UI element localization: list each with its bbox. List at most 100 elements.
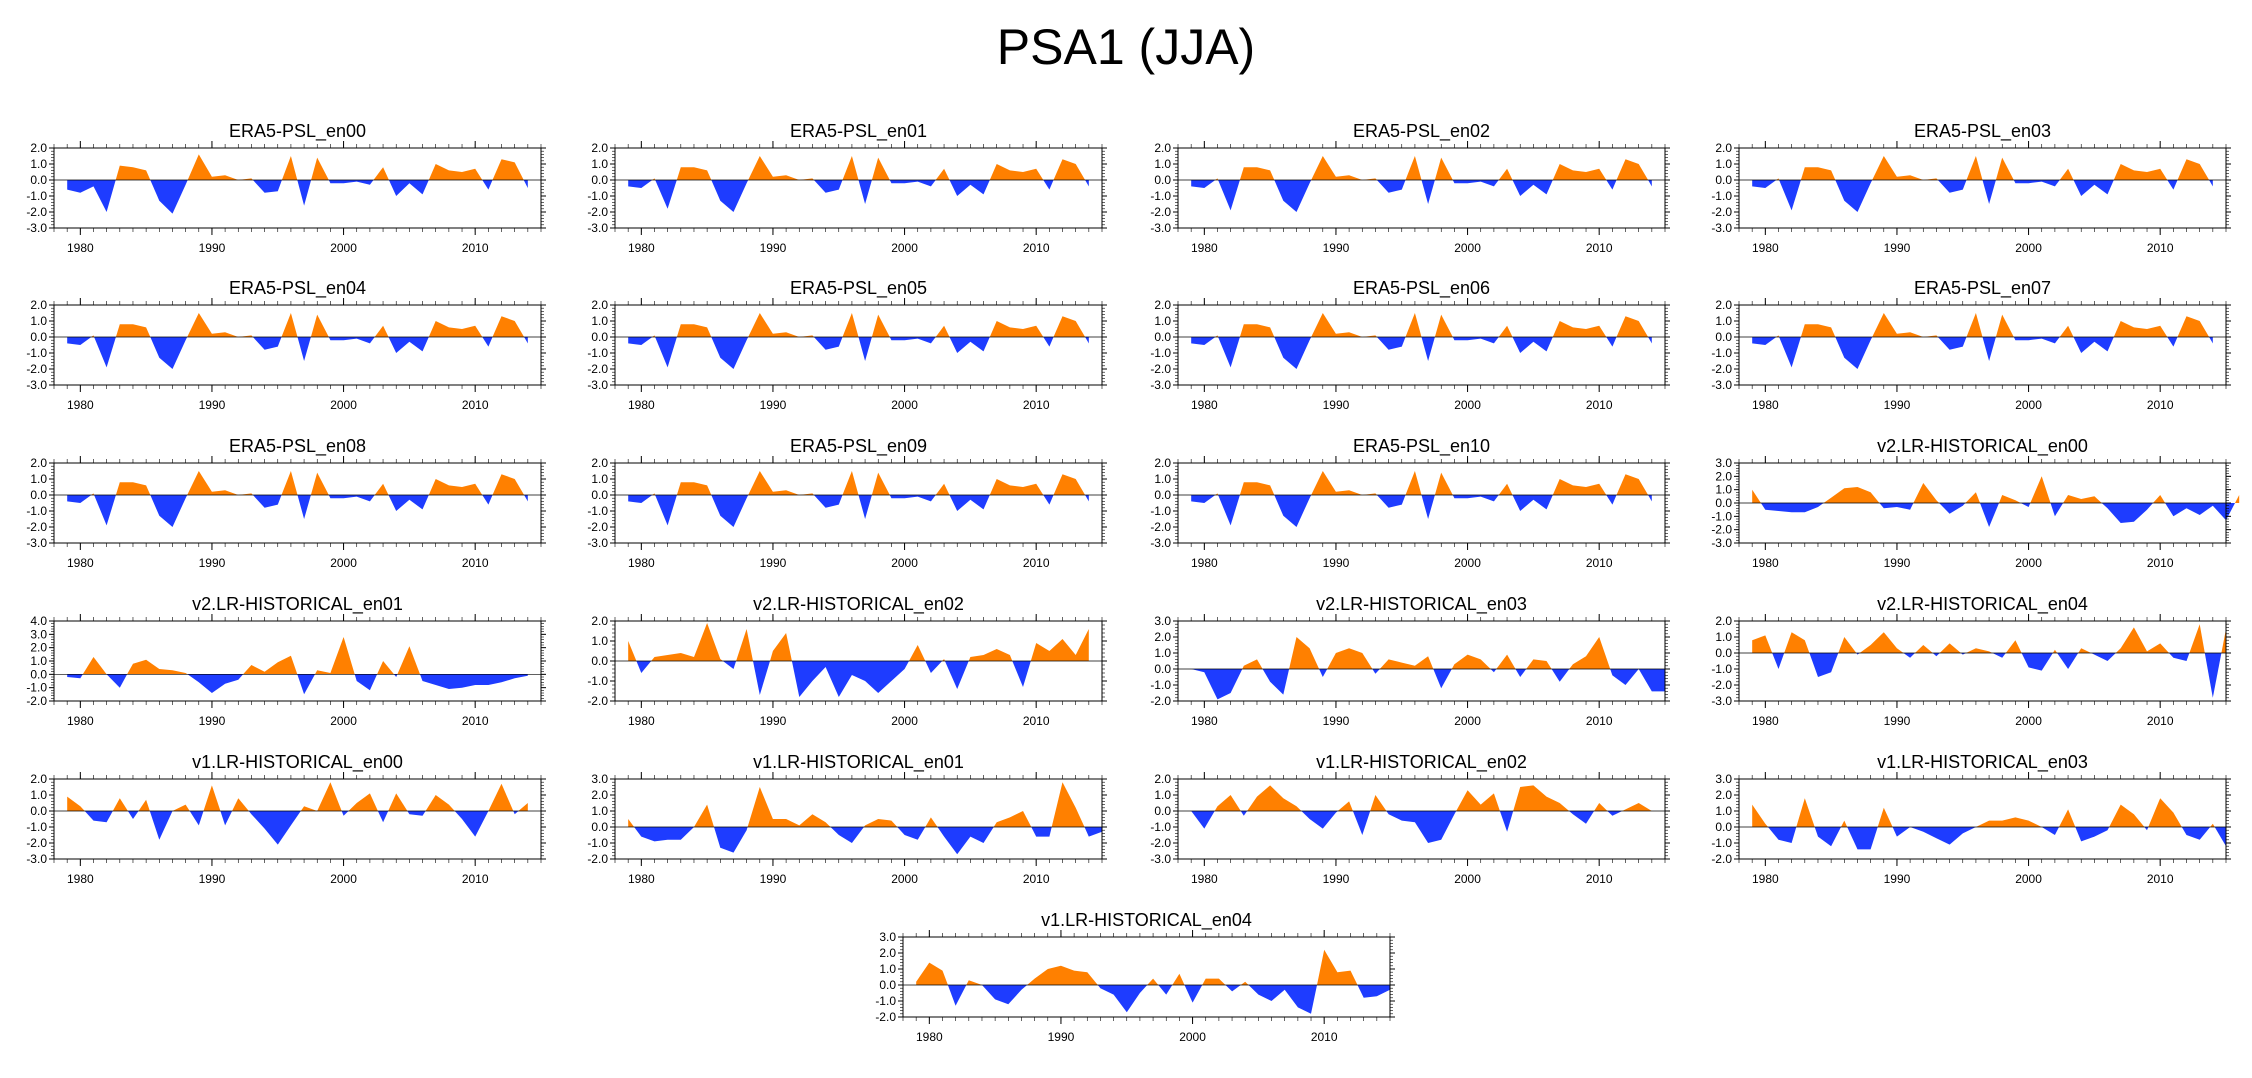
negative-area [1085, 180, 1089, 187]
y-tick-label: -1.0 [1150, 504, 1171, 518]
y-tick-label: 3.0 [879, 930, 896, 944]
panel-4: ERA5-PSL_en03 2.0 1.0 0.0 -1.0 -2.0 -3.0 1980 19… [1711, 121, 2231, 255]
negative-area [1191, 337, 1216, 345]
negative-area [1512, 337, 1553, 353]
y-tick-label: 1.0 [591, 472, 608, 486]
panel-title: ERA5-PSL_en03 [1914, 121, 2051, 142]
negative-area [1084, 827, 1102, 837]
y-tick-label: 2.0 [591, 298, 608, 312]
negative-area [1515, 669, 1527, 677]
negative-area [1648, 337, 1652, 344]
negative-area [1043, 495, 1054, 505]
y-tick-label: -1.0 [1711, 662, 1732, 676]
x-tick-label: 1980 [628, 872, 655, 886]
negative-area [1939, 503, 1966, 514]
positive-area [871, 314, 890, 337]
negative-area [127, 811, 139, 819]
x-tick-label: 2010 [462, 714, 489, 728]
positive-area [748, 313, 814, 337]
y-tick-label: 1.0 [591, 804, 608, 818]
y-tick-label: -3.0 [1711, 694, 1732, 708]
positive-area [935, 483, 950, 495]
negative-area [1376, 337, 1406, 350]
positive-area [871, 157, 890, 180]
negative-area [944, 661, 969, 689]
negative-area [1772, 653, 1785, 669]
negative-area [377, 811, 389, 823]
negative-area [354, 674, 378, 691]
negative-area [2050, 503, 2064, 517]
y-tick-label: -3.0 [1150, 852, 1171, 866]
negative-area [1085, 337, 1089, 344]
axes-frame [1177, 462, 1666, 544]
positive-area [1240, 981, 1249, 985]
negative-area [328, 337, 375, 344]
negative-area [1980, 503, 1999, 527]
y-tick-label: 1.0 [1715, 804, 1732, 818]
y-tick-label: -1.0 [587, 504, 608, 518]
panel-5: ERA5-PSL_en04 2.0 1.0 0.0 -1.0 -2.0 -3.0 1980 19… [26, 278, 546, 412]
positive-area [1752, 804, 1768, 827]
negative-area [1490, 669, 1497, 673]
negative-area [1752, 180, 1777, 188]
y-tick-label: 0.0 [1154, 804, 1171, 818]
y-tick-label: -2.0 [587, 520, 608, 534]
y-tick-label: 0.0 [591, 654, 608, 668]
negative-area [949, 180, 990, 196]
panel-11: ERA5-PSL_en10 2.0 1.0 0.0 -1.0 -2.0 -3.0 1980 19… [1150, 436, 1670, 570]
positive-area [243, 655, 298, 675]
panel-2: ERA5-PSL_en01 2.0 1.0 0.0 -1.0 -2.0 -3.0 1980 19… [587, 121, 1107, 255]
negative-area [897, 827, 926, 840]
positive-area [1498, 168, 1513, 180]
negative-area [328, 495, 375, 502]
y-tick-label: -2.0 [1150, 362, 1171, 376]
positive-area [2052, 649, 2058, 653]
positive-area [652, 178, 656, 180]
negative-area [454, 811, 489, 837]
x-tick-label: 1990 [1884, 556, 1911, 570]
negative-area [1274, 337, 1312, 369]
x-tick-label: 2000 [891, 556, 918, 570]
panel-title: v2.LR-HISTORICAL_en04 [1877, 594, 2088, 615]
y-tick-label: -1.0 [26, 504, 47, 518]
positive-area [736, 629, 753, 661]
axes-frame [1177, 147, 1666, 229]
x-tick-label: 2000 [1454, 714, 1481, 728]
positive-area [425, 795, 455, 811]
positive-area [989, 479, 1044, 495]
x-tick-label: 1980 [1752, 241, 1779, 255]
y-tick-label: 3.0 [30, 627, 47, 641]
y-tick-label: 0.0 [1154, 330, 1171, 344]
positive-area [1939, 643, 1961, 653]
axes-frame [1738, 620, 2227, 702]
positive-area [1053, 474, 1086, 495]
x-tick-label: 2010 [1023, 714, 1050, 728]
negative-area [889, 180, 936, 187]
negative-area [1240, 811, 1248, 816]
positive-area [377, 661, 394, 675]
positive-area [2113, 321, 2168, 337]
y-tick-label: -3.0 [1711, 378, 1732, 392]
axes-frame [1738, 778, 2227, 860]
x-tick-label: 2010 [1023, 241, 1050, 255]
y-tick-label: 3.0 [1715, 772, 1732, 786]
positive-area [492, 474, 525, 495]
panel-title: v2.LR-HISTORICAL_en03 [1316, 594, 1527, 615]
y-tick-label: -2.0 [26, 836, 47, 850]
negative-area [1218, 495, 1240, 526]
positive-area [1311, 471, 1377, 495]
y-tick-label: 2.0 [1715, 141, 1732, 155]
negative-area [1648, 180, 1652, 187]
panel-6: ERA5-PSL_en05 2.0 1.0 0.0 -1.0 -2.0 -3.0 1980 19… [587, 278, 1107, 412]
y-tick-label: -2.0 [587, 362, 608, 376]
x-tick-label: 1980 [1752, 872, 1779, 886]
negative-area [1768, 827, 1797, 843]
positive-area [1841, 820, 1848, 827]
panel-title: ERA5-PSL_en09 [790, 436, 927, 457]
panel-title: ERA5-PSL_en06 [1353, 278, 1490, 299]
positive-area [115, 324, 151, 337]
y-tick-label: 0.0 [1715, 496, 1732, 510]
y-tick-label: 1.0 [1154, 157, 1171, 171]
panel-15: v2.LR-HISTORICAL_en03 3.0 2.0 1.0 0.0 -1.0 -2.… [1150, 594, 1670, 728]
positive-area [1872, 313, 1938, 337]
